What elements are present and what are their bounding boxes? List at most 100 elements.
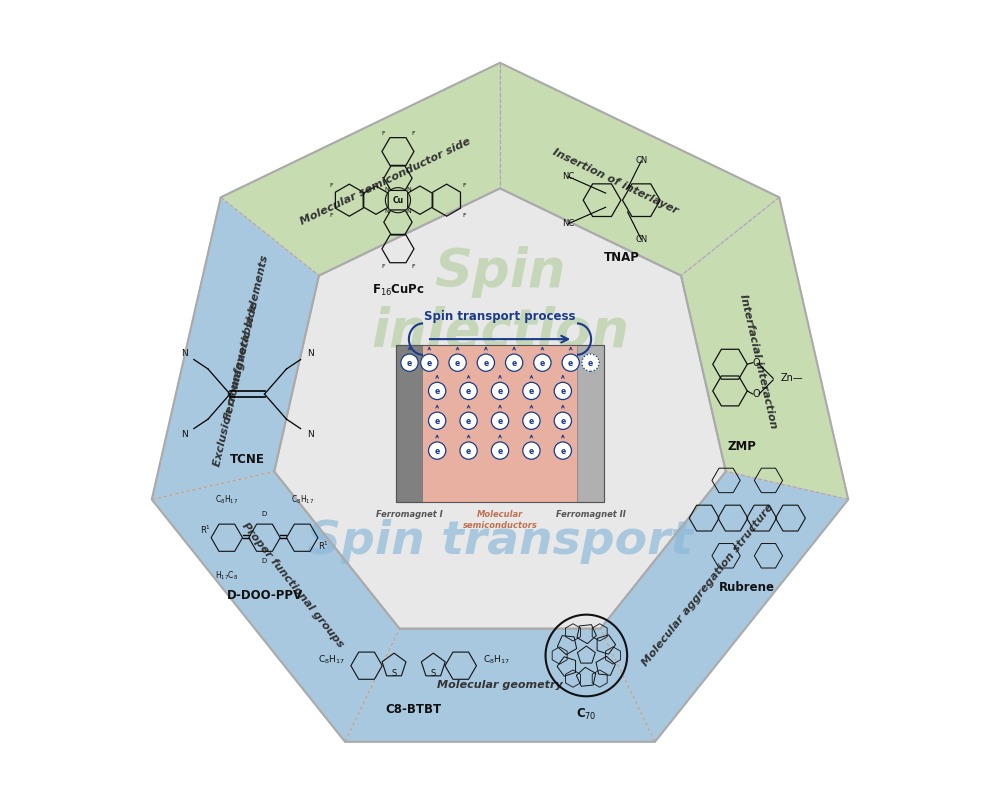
Text: e: e [497,447,503,456]
Text: e: e [497,417,503,426]
Text: TNAP: TNAP [604,251,640,265]
Text: C$_8$H$_{17}$: C$_8$H$_{17}$ [291,494,314,506]
Text: e: e [407,359,412,368]
Text: e: e [529,387,534,396]
Text: Interfacial interaction: Interfacial interaction [738,293,779,429]
Text: NC: NC [562,172,574,181]
Text: C$_{70}$: C$_{70}$ [576,707,597,722]
Polygon shape [681,197,848,499]
Text: Cu: Cu [392,195,404,205]
Circle shape [401,354,418,371]
Circle shape [554,412,571,429]
Text: C$_8$H$_{17}$: C$_8$H$_{17}$ [318,653,345,666]
Text: S: S [391,669,397,678]
Text: N: N [307,430,313,440]
Bar [396,345,423,502]
Text: Spin
injection: Spin injection [371,246,629,358]
Bar [577,345,604,502]
Text: Molecular
semiconductors: Molecular semiconductors [463,510,537,530]
Text: C$_8$H$_{17}$: C$_8$H$_{17}$ [483,653,510,666]
Circle shape [449,354,466,371]
Text: Zn—: Zn— [781,374,804,383]
Text: F: F [411,265,415,269]
Polygon shape [600,472,848,742]
Circle shape [523,412,540,429]
Text: N: N [181,430,188,440]
Circle shape [523,442,540,459]
Text: R$^1$: R$^1$ [200,524,211,536]
Text: C$_8$H$_{17}$: C$_8$H$_{17}$ [215,494,238,506]
Text: CN: CN [635,235,647,244]
Circle shape [534,354,551,371]
Text: Exclusion of unfavorable elements: Exclusion of unfavorable elements [212,254,270,468]
Text: e: e [466,447,471,456]
Text: Ferromagnet I: Ferromagnet I [376,510,443,519]
Text: S: S [431,669,436,678]
Text: e: e [483,359,488,368]
Circle shape [460,442,477,459]
Text: e: e [435,447,440,456]
Polygon shape [152,197,319,499]
Text: D: D [262,511,267,517]
Circle shape [554,382,571,400]
Text: F: F [329,183,333,188]
Text: e: e [466,387,471,396]
Circle shape [523,382,540,400]
Text: e: e [568,359,573,368]
Text: Rubrene: Rubrene [719,581,775,594]
Text: e: e [455,359,460,368]
Text: e: e [435,417,440,426]
Polygon shape [221,63,500,276]
Text: Proper functional groups: Proper functional groups [240,521,345,650]
Text: F: F [381,265,385,269]
Text: e: e [466,417,471,426]
Text: N: N [407,209,411,214]
Text: N: N [307,349,313,358]
Text: F: F [463,183,466,188]
Text: Molecular semiconductor side: Molecular semiconductor side [298,136,472,226]
Polygon shape [274,188,726,629]
Circle shape [429,382,446,400]
Circle shape [491,442,509,459]
Text: N: N [384,187,389,192]
Text: e: e [427,359,432,368]
Circle shape [562,354,579,371]
Text: e: e [529,447,534,456]
Text: Spin transport: Spin transport [307,519,693,564]
Circle shape [491,382,509,400]
Text: Insertion of interlayer: Insertion of interlayer [551,147,679,215]
Text: e: e [540,359,545,368]
Polygon shape [500,63,779,276]
Text: C8-BTBT: C8-BTBT [386,703,442,717]
Text: Molecular aggregation structure: Molecular aggregation structure [640,502,775,668]
Text: F: F [381,131,385,136]
Text: Molecular geometry: Molecular geometry [437,680,563,690]
Circle shape [429,412,446,429]
Text: CN: CN [635,156,647,166]
Text: e: e [560,387,565,396]
Circle shape [477,354,494,371]
Text: Spin transport process: Spin transport process [424,310,576,323]
Circle shape [460,382,477,400]
Text: N: N [407,187,411,192]
Circle shape [491,412,509,429]
Text: Ferromagnet II: Ferromagnet II [556,510,625,519]
Polygon shape [152,63,848,742]
Text: D-DOO-PPV: D-DOO-PPV [226,589,303,602]
Bar [396,345,604,502]
Text: e: e [435,387,440,396]
Bar [423,345,577,502]
Text: D: D [262,558,267,564]
Circle shape [429,442,446,459]
Text: R$^1$: R$^1$ [318,539,329,552]
Text: O: O [752,358,760,367]
Text: O: O [752,389,760,399]
Text: e: e [588,359,593,368]
Polygon shape [345,629,655,742]
Circle shape [421,354,438,371]
Text: H$_{17}$C$_8$: H$_{17}$C$_8$ [215,569,238,582]
Circle shape [460,412,477,429]
Text: F: F [463,213,466,217]
Circle shape [554,442,571,459]
Circle shape [506,354,523,371]
